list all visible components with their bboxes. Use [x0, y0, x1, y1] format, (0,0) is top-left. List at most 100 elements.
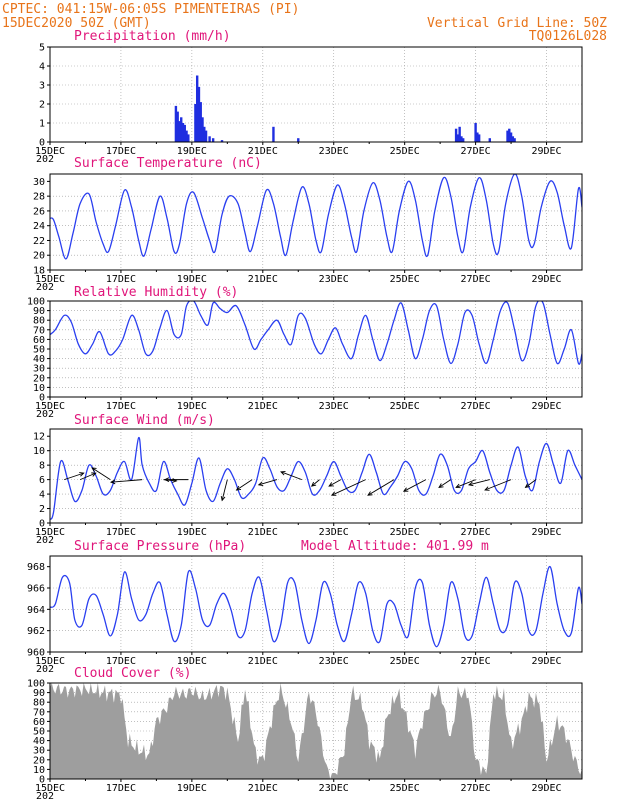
precip-bar — [208, 136, 211, 142]
pressure-ytick-label: 964 — [27, 605, 45, 616]
wind-vector-head — [402, 487, 409, 492]
temperature-ytick-label: 24 — [33, 221, 45, 232]
humidity-title: Relative Humidity (%) — [74, 285, 238, 300]
humidity-xtick-label: 19DEC — [177, 401, 207, 412]
wind-vector-head — [438, 483, 444, 488]
precip-bar — [476, 132, 479, 142]
humidity-ytick-label: 60 — [33, 335, 45, 346]
cloud-xtick-label: 23DEC — [319, 783, 349, 794]
precip-bar — [180, 117, 183, 142]
precip-bar — [456, 134, 460, 142]
wind-vector — [468, 479, 490, 486]
cloud-xtick-label: 27DEC — [461, 783, 491, 794]
header-grid-info: Vertical Grid Line: 50Z — [427, 16, 607, 31]
wind-ytick-label: 6 — [39, 475, 45, 486]
precip-bar — [509, 132, 513, 142]
precip-bar — [297, 138, 300, 142]
precip-bar — [461, 138, 465, 142]
temperature-xtick-label: 23DEC — [319, 274, 349, 285]
cloud-cover-area — [50, 683, 582, 779]
wind-series-line — [50, 437, 582, 520]
precip-bar — [195, 75, 199, 142]
humidity-series-line — [50, 301, 582, 365]
humidity-xtick-label: 29DEC — [531, 401, 561, 412]
precip-bar — [474, 123, 477, 142]
precipitation-xtick-label: 29DEC — [531, 146, 561, 157]
cloud-xtick-label: 17DEC — [106, 783, 136, 794]
cloud-ytick-label: 80 — [33, 698, 45, 709]
humidity-ytick-label: 30 — [33, 364, 45, 375]
wind-vector — [525, 479, 537, 488]
temperature-xtick-label: 27DEC — [461, 274, 491, 285]
precipitation-panel: 0 1 2 3 4 5 15DEC 17DEC 19DEC 21DEC 23DEC 25DEC 27DE… — [35, 43, 583, 165]
wind-vector-head — [163, 477, 170, 482]
humidity-xtick-label: 21DEC — [248, 401, 278, 412]
wind-vector — [311, 479, 320, 487]
cloud-ytick-label: 60 — [33, 717, 45, 728]
humidity-ytick-label: 80 — [33, 316, 45, 327]
humidity-ytick-label: 20 — [33, 373, 45, 384]
pressure-panel: 960 962 964 966 968 15DEC 17DEC 19DEC 21DEC 23DEC… — [27, 555, 583, 675]
cloud-ytick-label: 30 — [33, 746, 45, 757]
cloud-ytick-label: 90 — [33, 688, 45, 699]
humidity-xtick-label: 23DEC — [319, 401, 349, 412]
humidity-ytick-label: 10 — [33, 383, 45, 394]
wind-ytick-label: 2 — [39, 504, 45, 515]
wind-vector — [236, 479, 253, 491]
cloud-frame — [49, 682, 583, 780]
precipitation-frame — [49, 46, 583, 143]
wind-vector-head — [467, 481, 474, 487]
temperature-ytick-label: 26 — [33, 206, 45, 217]
pressure-xtick-label: 21DEC — [248, 656, 278, 667]
precip-bar — [194, 104, 197, 142]
precip-bar — [201, 117, 204, 142]
precip-bar — [174, 105, 178, 142]
wind-vector-head — [280, 470, 286, 476]
temperature-series-line — [50, 174, 582, 260]
humidity-ytick-label: 70 — [33, 325, 45, 336]
cloud-xtick-label: 29DEC — [531, 783, 561, 794]
precip-bar — [211, 138, 215, 142]
precip-bar — [513, 138, 516, 142]
header-location: CPTEC: 041:15W-06:05S PIMENTEIRAS (PI) — [2, 2, 299, 17]
pressure-title: Surface Pressure (hPa) — [74, 539, 246, 554]
precip-bar — [220, 140, 224, 142]
precip-bar — [272, 126, 275, 142]
precip-bar — [199, 102, 202, 142]
precip-bar — [508, 128, 511, 142]
wind-vector-head — [328, 482, 334, 487]
precipitation-xtick-label: 15DEC — [35, 146, 65, 157]
cloud-ytick-label: 0 — [39, 775, 45, 786]
precip-bar — [178, 121, 181, 142]
pressure-series-line — [50, 566, 582, 648]
precipitation-xtick-label: 21DEC — [248, 146, 278, 157]
cloud-ytick-label: 10 — [33, 765, 45, 776]
header-date: 15DEC2020 50Z (GMT) — [2, 16, 151, 31]
wind-vector-head — [330, 491, 337, 496]
pressure-xtick-label: 23DEC — [319, 656, 349, 667]
humidity-xtick-label: 17DEC — [106, 401, 136, 412]
wind-vector-head — [91, 472, 97, 477]
pressure-xtick-label: 25DEC — [390, 656, 420, 667]
pressure-ytick-label: 962 — [27, 626, 45, 637]
wind-vector — [438, 479, 452, 488]
wind-xtick-label: 27DEC — [461, 527, 491, 538]
precip-bar — [176, 111, 179, 142]
humidity-ytick-label: 50 — [33, 345, 45, 356]
precip-bar — [197, 86, 201, 142]
wind-panel: 0 2 4 6 8 10 12 15DEC 17DEC 19DEC 21DEC 23DEC 25DEC 2… — [33, 428, 583, 546]
wind-year-fragment: 202 — [36, 535, 54, 546]
cloud-ytick-label: 100 — [27, 679, 45, 690]
wind-vector-head — [310, 481, 317, 487]
humidity-ytick-label: 40 — [33, 354, 45, 365]
precip-title: Precipitation (mm/h) — [74, 29, 231, 44]
humidity-xtick-label: 27DEC — [461, 401, 491, 412]
humidity-ytick-label: 100 — [27, 297, 45, 308]
wind-vector — [484, 479, 512, 491]
temperature-xtick-label: 29DEC — [531, 274, 561, 285]
cloud-ytick-label: 20 — [33, 755, 45, 766]
precipitation-xtick-label: 25DEC — [390, 146, 420, 157]
precip-bar — [203, 126, 206, 142]
precip-bar — [477, 134, 481, 142]
wind-vector — [110, 479, 143, 483]
